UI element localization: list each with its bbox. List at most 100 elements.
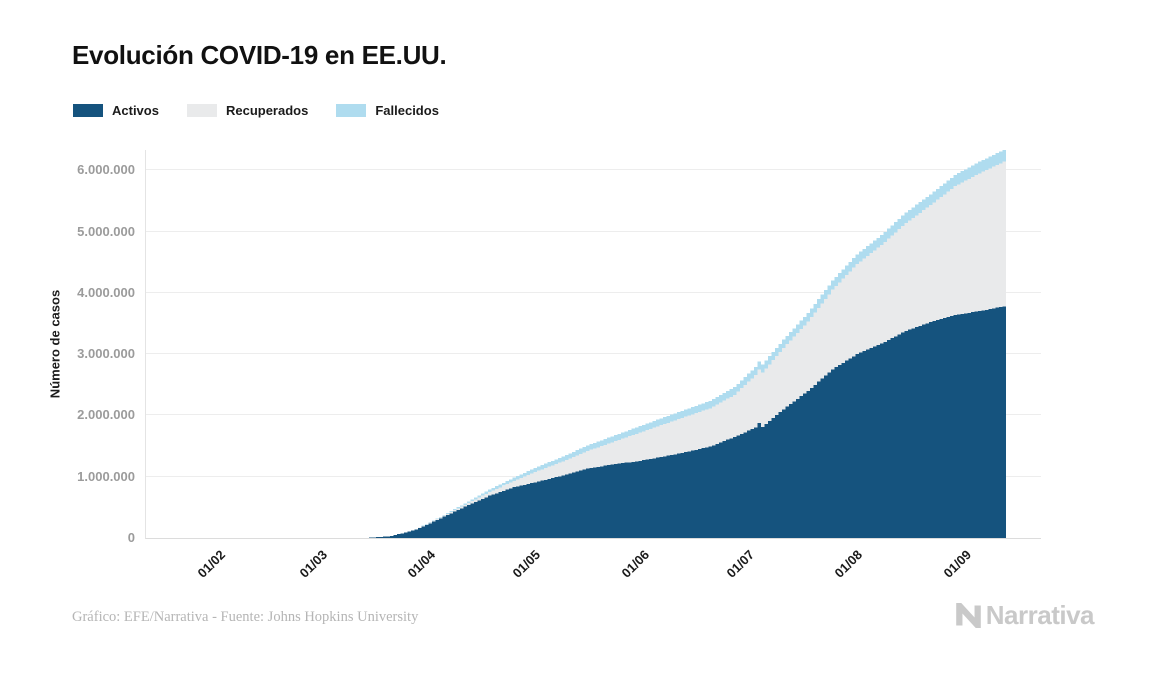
bar-activos (638, 460, 643, 538)
bar-fallecidos (593, 442, 597, 449)
bar-activos (936, 320, 940, 538)
bar-fallecidos (596, 441, 601, 448)
bar-activos (939, 319, 944, 538)
bar-recuperados (782, 347, 786, 410)
bar-fallecidos (981, 160, 986, 172)
bar-fallecidos (789, 332, 793, 341)
bar-activos (383, 536, 387, 538)
bar-activos (551, 478, 555, 538)
bar-fallecidos (509, 479, 513, 483)
bar-activos (397, 534, 401, 538)
bar-fallecidos (677, 412, 681, 420)
bar-fallecidos (824, 289, 828, 299)
bar-recuperados (582, 452, 587, 470)
bar-fallecidos (554, 459, 559, 464)
bar-recuperados (915, 215, 919, 328)
bar-recuperados (621, 438, 625, 464)
bar-fallecidos (778, 343, 783, 353)
bar-activos (460, 508, 464, 538)
bar-fallecidos (649, 422, 653, 429)
bar-activos (463, 506, 468, 538)
bar-recuperados (544, 467, 548, 480)
bar-activos (512, 487, 517, 538)
bar-activos (778, 412, 783, 538)
bar-activos (673, 454, 678, 538)
bar-recuperados (866, 255, 870, 350)
bar-fallecidos (726, 391, 730, 399)
bar-recuperados (757, 369, 762, 423)
bar-activos (484, 497, 489, 538)
bar-activos (607, 465, 611, 538)
bar-recuperados (946, 191, 951, 317)
x-tick-label: 01/06 (618, 547, 653, 581)
bar-recuperados (708, 408, 713, 447)
bar-activos (950, 315, 954, 538)
bar-activos (915, 327, 919, 538)
bar-activos (985, 309, 989, 538)
bar-fallecidos (806, 313, 811, 322)
bar-fallecidos (855, 254, 860, 264)
bar-recuperados (610, 442, 615, 465)
bar-activos (593, 467, 597, 538)
bar-activos (558, 476, 562, 538)
bar-recuperados (540, 469, 545, 481)
bar-recuperados (488, 492, 492, 496)
bar-recuperados (470, 501, 475, 504)
bar-fallecidos (698, 404, 702, 412)
bar-fallecidos (915, 204, 919, 216)
bar-fallecidos (740, 380, 744, 389)
bar-fallecidos (803, 316, 807, 326)
bar-activos (722, 441, 727, 538)
bar-recuperados (477, 497, 482, 501)
bar-activos (390, 536, 394, 538)
bar-fallecidos (939, 186, 944, 197)
bar-fallecidos (852, 258, 856, 268)
bar-recuperados (463, 504, 468, 507)
bar-activos (747, 430, 751, 538)
gridline (146, 414, 1041, 416)
bar-activos (495, 493, 499, 538)
bar-activos (929, 322, 933, 538)
bar-fallecidos (712, 399, 716, 407)
bar-activos (967, 312, 972, 538)
bar-fallecidos (460, 505, 464, 507)
bar-recuperados (442, 515, 447, 517)
bar-activos (841, 362, 846, 538)
bar-activos (414, 529, 419, 538)
bar-activos (645, 459, 650, 538)
bar-fallecidos (775, 347, 779, 357)
bar-recuperados (768, 364, 772, 422)
bar-recuperados (862, 258, 867, 352)
bar-activos (677, 453, 681, 538)
bar-activos (509, 488, 513, 538)
bar-fallecidos (512, 477, 517, 481)
bar-activos (600, 466, 604, 538)
bar-recuperados (551, 465, 555, 479)
bar-recuperados (449, 511, 454, 514)
bar-fallecidos (533, 468, 538, 473)
bar-recuperados (638, 432, 643, 461)
bar-fallecidos (568, 453, 573, 459)
bar-recuperados (971, 176, 975, 313)
bar-fallecidos (932, 191, 937, 203)
bar-activos (922, 324, 926, 538)
bar-recuperados (596, 447, 601, 467)
bar-fallecidos (866, 246, 870, 256)
bar-recuperados (677, 419, 681, 454)
bar-fallecidos (498, 484, 503, 488)
bar-recuperados (925, 207, 930, 324)
bar-recuperados (736, 391, 741, 436)
bar-fallecidos (859, 251, 863, 262)
bar-activos (628, 462, 632, 538)
bar-recuperados (817, 307, 821, 382)
bar-activos (411, 530, 415, 538)
bar-fallecidos (537, 466, 541, 471)
bar-fallecidos (988, 156, 993, 169)
bar-recuperados (950, 188, 954, 316)
bar-fallecidos (453, 509, 457, 511)
bar-activos (449, 513, 454, 538)
bar-activos (477, 500, 482, 538)
bar-recuperados (974, 175, 979, 312)
bar-fallecidos (474, 497, 478, 500)
bar-fallecidos (628, 429, 632, 437)
